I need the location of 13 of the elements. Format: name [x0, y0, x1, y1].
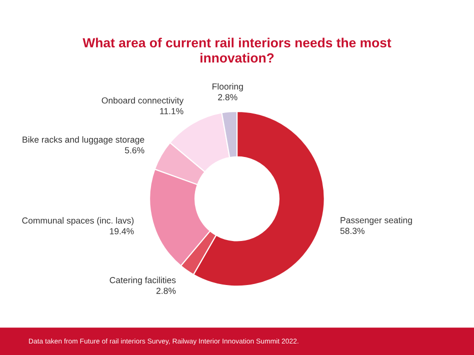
data-label: 5.6% [124, 147, 144, 154]
data-label: 19.4% [110, 228, 134, 234]
data-label: 2.8% [156, 288, 176, 294]
data-label: 11.1% [160, 108, 184, 114]
slice-label: Communal spaces (inc. lavs) [22, 217, 134, 226]
data-label: 58.3% [340, 228, 365, 234]
slice-label: Catering facilities [110, 276, 176, 285]
data-label: 2.8% [218, 94, 238, 100]
slice-label: Passenger seating [340, 216, 412, 226]
chart-title: What area of current rail interiors needs the most innovation? [82, 38, 392, 63]
slice-label: Bike racks and luggage storage [22, 136, 144, 144]
slice-label: Onboard connectivity [102, 97, 184, 106]
slice-label: Flooring [212, 83, 243, 92]
